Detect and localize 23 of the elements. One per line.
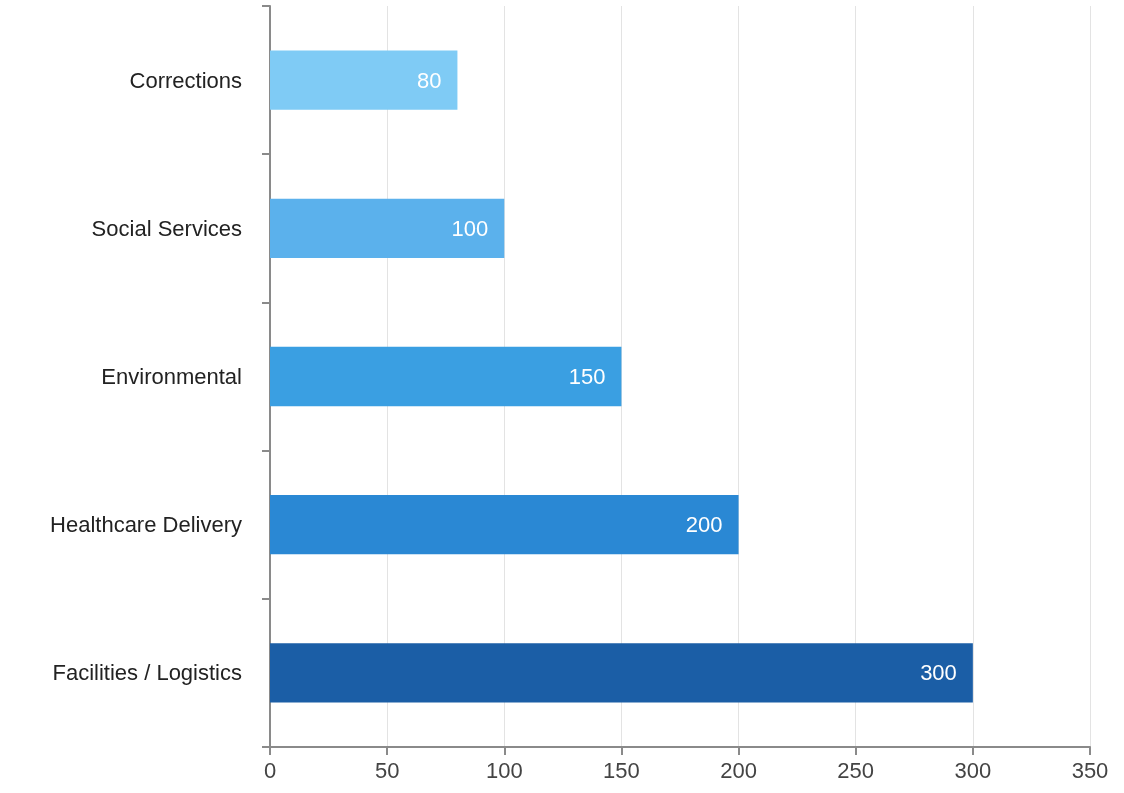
data-label: 80 xyxy=(416,67,442,93)
bar xyxy=(270,346,622,407)
x-tick-label: 0 xyxy=(263,757,277,783)
y-tick-label: Corrections xyxy=(129,67,242,93)
bar xyxy=(270,50,458,110)
x-tick-label: 200 xyxy=(720,757,757,783)
data-label: 200 xyxy=(685,512,723,538)
x-tick-label: 50 xyxy=(374,757,400,783)
y-tick-label: Social Services xyxy=(91,215,242,241)
y-tick-label: Environmental xyxy=(101,364,242,389)
x-tick-label: 350 xyxy=(1071,757,1109,783)
x-tick-label: 300 xyxy=(954,757,992,783)
y-tick-label: Facilities / Logistics xyxy=(52,660,242,686)
x-tick-label: 250 xyxy=(837,757,875,783)
bar xyxy=(270,495,739,555)
bar xyxy=(270,198,505,258)
data-label: 100 xyxy=(451,215,489,241)
x-tick-label: 150 xyxy=(603,757,640,783)
bar xyxy=(270,643,973,703)
data-label: 300 xyxy=(920,660,957,686)
data-label: 150 xyxy=(568,364,606,389)
x-tick-label: 100 xyxy=(485,757,523,783)
y-tick-label: Healthcare Delivery xyxy=(50,512,242,538)
